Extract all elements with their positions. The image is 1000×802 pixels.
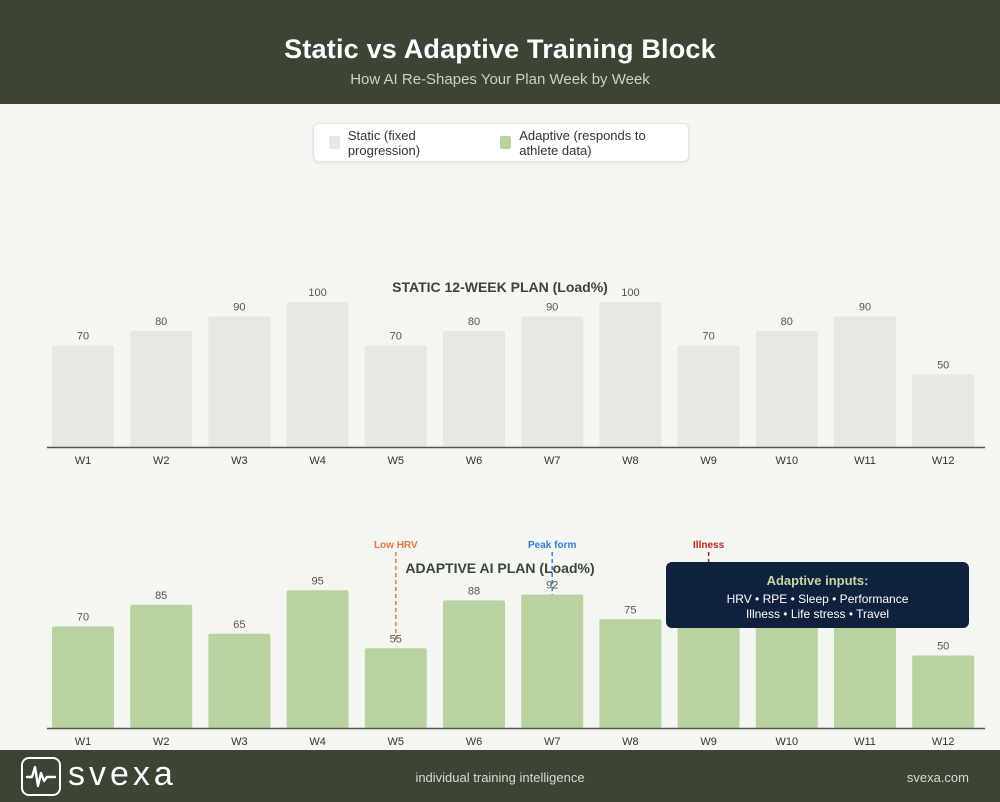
chart-legend: Static (fixed progression) Adaptive (res… [313, 123, 689, 162]
static-tick-label: W4 [309, 455, 326, 467]
static-value-label: 70 [702, 331, 714, 343]
static-value-label: 70 [390, 331, 402, 343]
adaptive-value-label: 92 [546, 580, 558, 592]
legend-swatch-static [329, 136, 340, 149]
annotation-label-w9: Illness [693, 540, 725, 551]
footer-tagline: individual training intelligence [415, 770, 585, 785]
static-bar-w10 [755, 331, 818, 447]
page-subtitle: How AI Re-Shapes Your Plan Week by Week [350, 71, 650, 88]
static-bar-w9 [677, 345, 740, 447]
adaptive-bar-w8 [599, 619, 662, 728]
static-bar-w7 [521, 316, 584, 447]
static-value-label: 80 [781, 316, 793, 328]
static-value-label: 80 [155, 316, 167, 328]
adaptive-bar-w1 [52, 626, 114, 728]
legend-item-adaptive: Adaptive (responds to athlete data) [500, 128, 688, 158]
static-tick-label: W1 [75, 455, 92, 467]
legend-label-adaptive: Adaptive (responds to athlete data) [519, 127, 646, 158]
static-bar-w3 [208, 316, 271, 447]
adaptive-tick-label: W1 [75, 736, 92, 748]
adaptive-bar-w12 [912, 655, 975, 728]
brand-name: svexa [68, 755, 177, 793]
adaptive-value-label: 50 [937, 641, 949, 653]
adaptive-bar-w9 [677, 623, 740, 728]
logo-icon [21, 757, 61, 796]
static-bar-w12 [912, 374, 975, 447]
static-tick-label: W9 [700, 455, 717, 467]
adaptive-value-label: 75 [624, 604, 636, 616]
legend-label-static: Static (fixed progression) [347, 127, 421, 158]
static-bar-w5 [364, 345, 427, 447]
adaptive-chart-title: ADAPTIVE AI PLAN (Load%) [405, 560, 594, 576]
static-tick-label: W12 [932, 455, 955, 467]
static-value-label: 100 [621, 287, 639, 299]
static-value-label: 80 [468, 316, 480, 328]
adaptive-inputs-box: Adaptive inputs: HRV • RPE • Sleep • Per… [666, 562, 969, 628]
adaptive-tick-label: W7 [544, 736, 561, 748]
adaptive-tick-label: W12 [932, 736, 955, 748]
static-bar-w4 [286, 302, 349, 447]
static-value-label: 90 [546, 302, 558, 314]
adaptive-tick-label: W8 [622, 736, 639, 748]
adaptive-tick-label: W2 [153, 736, 170, 748]
static-tick-label: W11 [854, 455, 876, 467]
adaptive-bar-w5 [364, 648, 427, 728]
adaptive-bar-w4 [286, 590, 349, 728]
annotation-label-w7: Peak form [528, 540, 576, 551]
adaptive-bar-w10 [755, 623, 818, 728]
annotation-label-w5: Low HRV [374, 540, 418, 551]
adaptive-inputs-line-2: Illness • Life stress • Travel [745, 607, 890, 621]
adaptive-bar-w2 [130, 604, 193, 728]
footer-site-link[interactable]: svexa.com [906, 770, 969, 785]
adaptive-tick-label: W9 [700, 736, 717, 748]
legend-item-static: Static (fixed progression) [329, 128, 467, 158]
static-tick-label: W5 [388, 455, 405, 467]
adaptive-inputs-line-1: HRV • RPE • Sleep • Performance [726, 592, 909, 606]
legend-swatch-adaptive [500, 136, 512, 149]
static-bar-w6 [443, 331, 505, 447]
static-value-label: 50 [937, 360, 949, 372]
adaptive-value-label: 70 [77, 612, 89, 624]
adaptive-tick-label: W3 [231, 736, 248, 748]
static-tick-label: W8 [622, 455, 639, 467]
adaptive-bar-w6 [443, 600, 505, 728]
adaptive-bar-w3 [208, 633, 271, 728]
adaptive-value-label: 65 [233, 619, 245, 631]
static-chart-title: STATIC 12-WEEK PLAN (Load%) [392, 279, 608, 295]
static-bar-w8 [599, 302, 662, 447]
static-value-label: 100 [308, 287, 326, 299]
footer: svexa individual training intelligence s… [0, 750, 1000, 802]
static-bar-w1 [52, 345, 114, 447]
adaptive-tick-label: W10 [775, 736, 798, 748]
static-value-label: 70 [77, 331, 89, 343]
static-bar-w2 [130, 331, 193, 447]
static-value-label: 90 [859, 302, 871, 314]
adaptive-inputs-title: Adaptive inputs: [766, 573, 869, 588]
static-tick-label: W3 [231, 455, 248, 467]
adaptive-tick-label: W4 [309, 736, 326, 748]
adaptive-value-label: 95 [311, 575, 323, 587]
static-tick-label: W6 [466, 455, 483, 467]
adaptive-value-label: 85 [155, 590, 167, 602]
adaptive-value-label: 88 [468, 585, 480, 597]
adaptive-tick-label: W5 [388, 736, 405, 748]
adaptive-tick-label: W6 [466, 736, 483, 748]
adaptive-tick-label: W11 [854, 736, 876, 748]
header: Static vs Adaptive Training Block How AI… [0, 0, 1000, 104]
static-tick-label: W2 [153, 455, 170, 467]
static-tick-label: W7 [544, 455, 561, 467]
static-bar-w11 [834, 316, 896, 447]
adaptive-bar-w7 [521, 594, 584, 728]
adaptive-bar-w11 [834, 626, 896, 728]
page-title: Static vs Adaptive Training Block [284, 34, 716, 64]
static-value-label: 90 [233, 302, 245, 314]
static-tick-label: W10 [775, 455, 798, 467]
